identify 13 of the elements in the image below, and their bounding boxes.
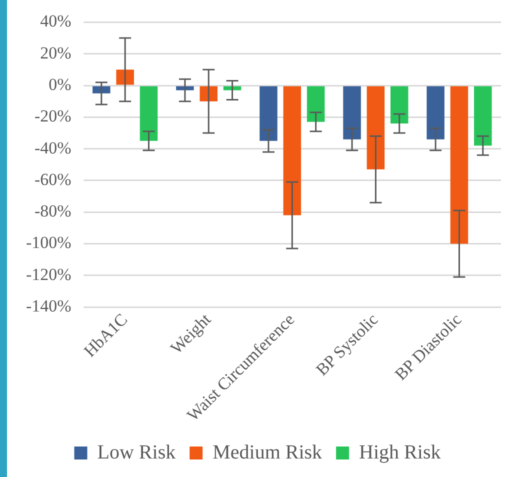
y-tick-label: 40% xyxy=(40,12,72,31)
y-tick-label: 20% xyxy=(40,43,72,62)
legend-label: Low Risk xyxy=(97,441,176,464)
legend-label: Medium Risk xyxy=(212,441,322,464)
y-tick-label: 0% xyxy=(48,74,72,94)
y-tick-label: -40% xyxy=(34,138,72,158)
y-tick-label: -80% xyxy=(34,202,72,221)
y-tick-label: -120% xyxy=(26,264,72,284)
legend-label: High Risk xyxy=(359,441,441,464)
y-tick-label: -100% xyxy=(26,233,72,252)
y-tick-label: -60% xyxy=(34,170,72,189)
y-tick-label: -140% xyxy=(26,296,72,316)
y-tick-label: -20% xyxy=(34,106,72,126)
